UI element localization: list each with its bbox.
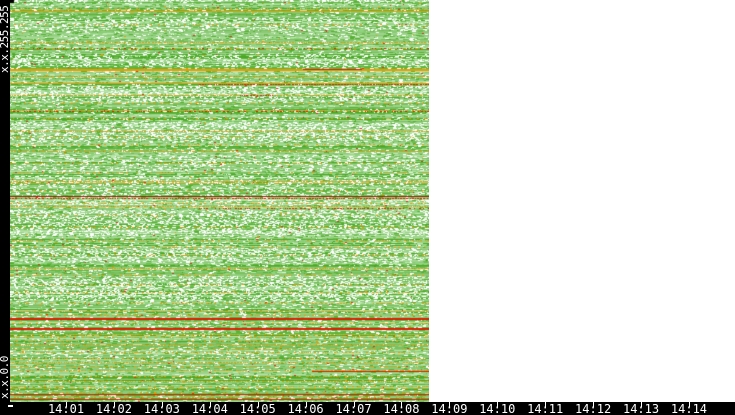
x-axis-tick-label: 14:13	[622, 402, 660, 415]
x-axis-tick	[66, 402, 67, 407]
y-axis: x.x.255.255 x.x.0.0	[0, 0, 11, 415]
x-axis-tick-label: 14:14	[670, 402, 708, 415]
y-axis-origin-tick	[8, 405, 13, 407]
x-axis-tick-label: 14:11	[527, 402, 564, 415]
x-axis-tick	[449, 402, 451, 407]
x-axis-tick-label: 14:04	[191, 402, 228, 415]
y-axis-min-label: x.x.0.0	[0, 356, 11, 399]
x-axis-tick-label: 14:08	[383, 402, 420, 415]
x-axis-tick-label: 14:12	[575, 402, 612, 415]
x-axis-tick-label: 14:01	[47, 402, 85, 415]
x-axis-tick	[545, 402, 547, 407]
x-axis-tick	[161, 402, 163, 407]
x-axis-tick	[401, 402, 403, 407]
x-axis-tick	[688, 402, 690, 407]
x-axis-tick	[257, 402, 259, 407]
y-axis-max-label: x.x.255.255	[0, 5, 11, 73]
x-axis-tick-label: 14:05	[239, 402, 276, 415]
x-axis-tick	[593, 402, 595, 407]
x-axis-tick	[209, 402, 211, 407]
x-axis-tick-label: 14:07	[335, 402, 372, 415]
x-axis-tick	[497, 402, 499, 407]
heatmap-canvas	[10, 0, 429, 402]
x-axis-tick	[113, 402, 115, 407]
x-axis-tick	[305, 402, 307, 407]
x-axis-tick-label: 14:10	[479, 402, 516, 415]
x-axis-tick-label: 14:06	[287, 402, 324, 415]
x-axis-tick-label: 14:03	[143, 402, 180, 415]
x-axis-tick-label: 14:09	[431, 402, 468, 415]
x-axis-tick-label: 14:02	[95, 402, 132, 415]
x-axis-tick	[641, 402, 643, 407]
x-axis-tick	[353, 402, 355, 407]
x-axis: 14:01 14:02 14:03 14:04 14:05 14:06 14:07 14:08…	[0, 402, 735, 415]
